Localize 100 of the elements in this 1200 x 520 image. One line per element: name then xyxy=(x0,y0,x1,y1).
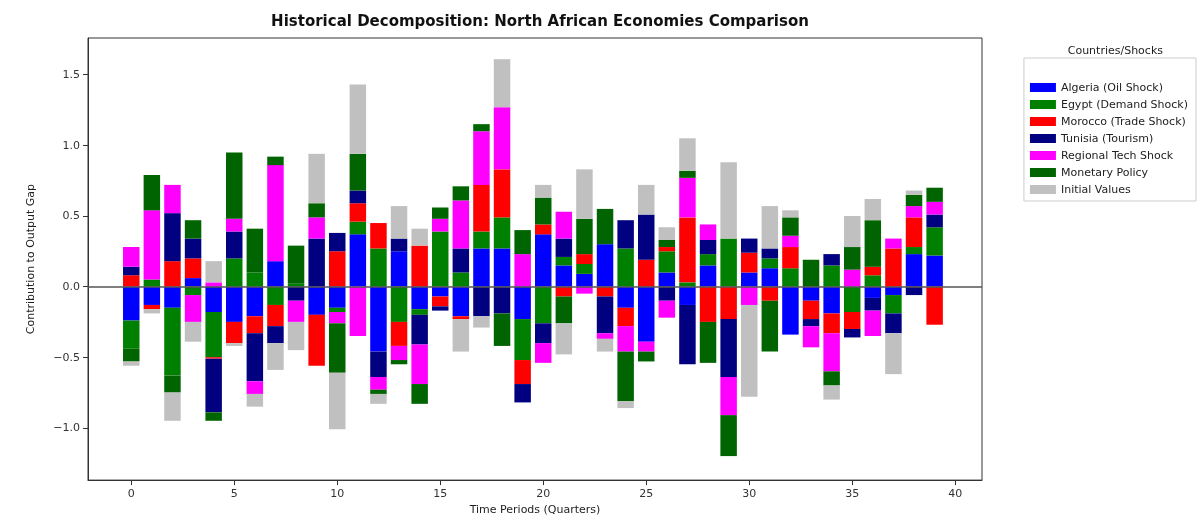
bar xyxy=(143,210,161,280)
bar xyxy=(555,296,573,324)
bar xyxy=(143,286,161,305)
bar xyxy=(658,251,676,273)
bar xyxy=(740,286,758,305)
bar xyxy=(267,286,284,305)
bar xyxy=(164,184,181,214)
bar xyxy=(246,228,264,273)
bar xyxy=(390,238,408,252)
bar xyxy=(349,221,367,235)
bar xyxy=(329,323,346,373)
bar xyxy=(926,286,943,325)
bar xyxy=(226,343,243,346)
bar xyxy=(123,348,140,362)
bar xyxy=(514,319,531,361)
bar xyxy=(555,265,573,287)
bar xyxy=(596,333,614,339)
bar xyxy=(411,309,428,315)
bar xyxy=(329,232,346,252)
bar xyxy=(432,306,449,311)
bar xyxy=(802,259,820,287)
bar xyxy=(905,206,923,218)
bar xyxy=(555,211,573,239)
bar xyxy=(267,261,284,287)
bar xyxy=(740,304,758,397)
bar xyxy=(390,251,408,287)
legend-label: Tunisia (Tourism) xyxy=(1059,132,1154,145)
bar xyxy=(308,217,325,239)
y-tick-label: 1.0 xyxy=(62,138,80,152)
bar xyxy=(493,313,511,346)
bar xyxy=(638,184,655,215)
bar xyxy=(411,384,428,404)
bar xyxy=(617,286,634,308)
bar xyxy=(452,272,470,287)
bar xyxy=(164,375,181,393)
bar xyxy=(308,203,325,218)
bar xyxy=(267,165,284,262)
bar xyxy=(473,286,490,317)
x-tick-label: 20 xyxy=(536,487,551,501)
bar xyxy=(864,297,882,311)
bar xyxy=(390,321,408,346)
bar xyxy=(432,218,449,232)
bar xyxy=(535,184,552,198)
bar xyxy=(184,258,202,279)
bar xyxy=(349,203,367,222)
bar xyxy=(514,384,531,403)
bar xyxy=(370,223,387,249)
bar xyxy=(143,309,161,314)
bar xyxy=(658,227,676,240)
bar xyxy=(740,272,758,287)
bar xyxy=(864,199,882,221)
bar xyxy=(535,323,552,344)
legend-label: Algeria (Oil Shock) xyxy=(1060,81,1164,94)
x-tick-label: 25 xyxy=(639,487,654,501)
y-tick-label: −1.0 xyxy=(53,421,80,435)
bar xyxy=(740,252,758,273)
bar xyxy=(164,286,181,308)
bar xyxy=(226,231,243,259)
bar xyxy=(823,265,840,287)
bar xyxy=(473,184,490,232)
bar xyxy=(576,169,593,219)
bar xyxy=(699,286,717,322)
bar xyxy=(473,131,490,185)
bar xyxy=(885,295,902,314)
bar xyxy=(905,194,923,207)
bar xyxy=(699,224,717,240)
legend-label: Regional Tech Shock xyxy=(1060,149,1174,162)
legend-label: Morocco (Trade Shock) xyxy=(1060,115,1186,128)
bar xyxy=(596,208,614,245)
bar xyxy=(226,286,243,322)
bar xyxy=(205,412,222,421)
bar xyxy=(493,59,511,108)
chart-title: Historical Decomposition: North African Economies Comparison xyxy=(271,11,809,30)
y-tick-label: 1.5 xyxy=(62,68,80,82)
bar xyxy=(576,254,593,264)
bar xyxy=(184,220,202,239)
y-axis-title: Contribution to Output Gap xyxy=(24,183,37,335)
bar xyxy=(164,392,181,421)
bar xyxy=(411,344,428,385)
legend-label: Egypt (Demand Shock) xyxy=(1060,98,1189,111)
bar xyxy=(123,361,140,366)
bar xyxy=(843,215,861,248)
bar xyxy=(205,358,222,413)
bar xyxy=(205,261,222,283)
bar xyxy=(123,275,140,287)
x-tick-label: 35 xyxy=(845,487,860,501)
x-axis-title: Time Periods (Quarters) xyxy=(468,503,601,516)
bar xyxy=(370,376,387,390)
bar xyxy=(329,307,346,313)
bar xyxy=(452,316,470,320)
y-tick-label: 0.5 xyxy=(62,209,80,223)
bar xyxy=(493,248,511,287)
bar xyxy=(308,286,325,315)
bar xyxy=(905,190,923,195)
bar xyxy=(843,247,861,270)
bar xyxy=(782,217,799,236)
bar xyxy=(370,393,387,404)
bar xyxy=(617,351,634,401)
bar xyxy=(617,307,634,327)
bar xyxy=(555,256,573,266)
